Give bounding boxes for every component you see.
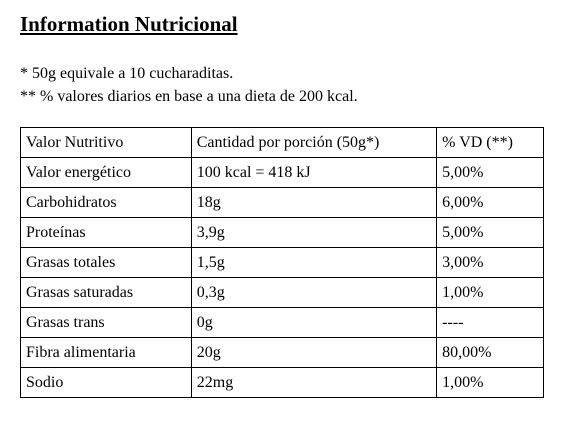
cell: 22mg [190,367,438,398]
cell: Grasas totales [20,247,192,278]
row: Valor energético 100 kcal = 418 kJ 5,00% [20,157,544,188]
cell: 3,9g [190,217,438,248]
row: Carbohidratos 18g 6,00% [20,187,544,218]
row: Proteínas 3,9g 5,00% [20,217,544,248]
cell: ---- [436,307,544,338]
cell: 3,00% [436,247,544,278]
header-cell: Valor Nutritivo [20,127,192,158]
cell: 1,00% [436,367,544,398]
cell: 1,00% [436,277,544,308]
cell: 80,00% [436,337,544,368]
header-row: Valor Nutritivo Cantidad por porción (50g… [20,127,544,158]
cell: Fibra alimentaria [20,337,192,368]
row: Grasas trans 0g ---- [20,307,544,338]
row: Sodio 22mg 1,00% [20,367,544,398]
cell: 20g [190,337,438,368]
nutrition-table: Valor Nutritivo Cantidad por porción (50g… [20,127,544,398]
cell: 5,00% [436,157,544,188]
cell: 0g [190,307,438,338]
cell: Valor energético [20,157,192,188]
note: ** % valores diarios en base a una dieta… [20,88,358,105]
cell: 6,00% [436,187,544,218]
cell: 0,3g [190,277,438,308]
header-cell: Cantidad por porción (50g*) [190,127,438,158]
header-cell: % VD (**) [436,127,544,158]
cell: 18g [190,187,438,218]
note: * 50g equivale a 10 cucharaditas. [20,65,234,82]
cell: Grasas saturadas [20,277,192,308]
row: Grasas saturadas 0,3g 1,00% [20,277,544,308]
cell: Sodio [20,367,192,398]
title: Information Nutricional [20,12,238,36]
cell: 5,00% [436,217,544,248]
row: Grasas totales 1,5g 3,00% [20,247,544,278]
cell: 1,5g [190,247,438,278]
notes: * 50g equivale a 10 cucharaditas. ** % va… [20,62,358,108]
row: Fibra alimentaria 20g 80,00% [20,337,544,368]
cell: Grasas trans [20,307,192,338]
cell: Carbohidratos [20,187,192,218]
cell: Proteínas [20,217,192,248]
cell: 100 kcal = 418 kJ [190,157,438,188]
